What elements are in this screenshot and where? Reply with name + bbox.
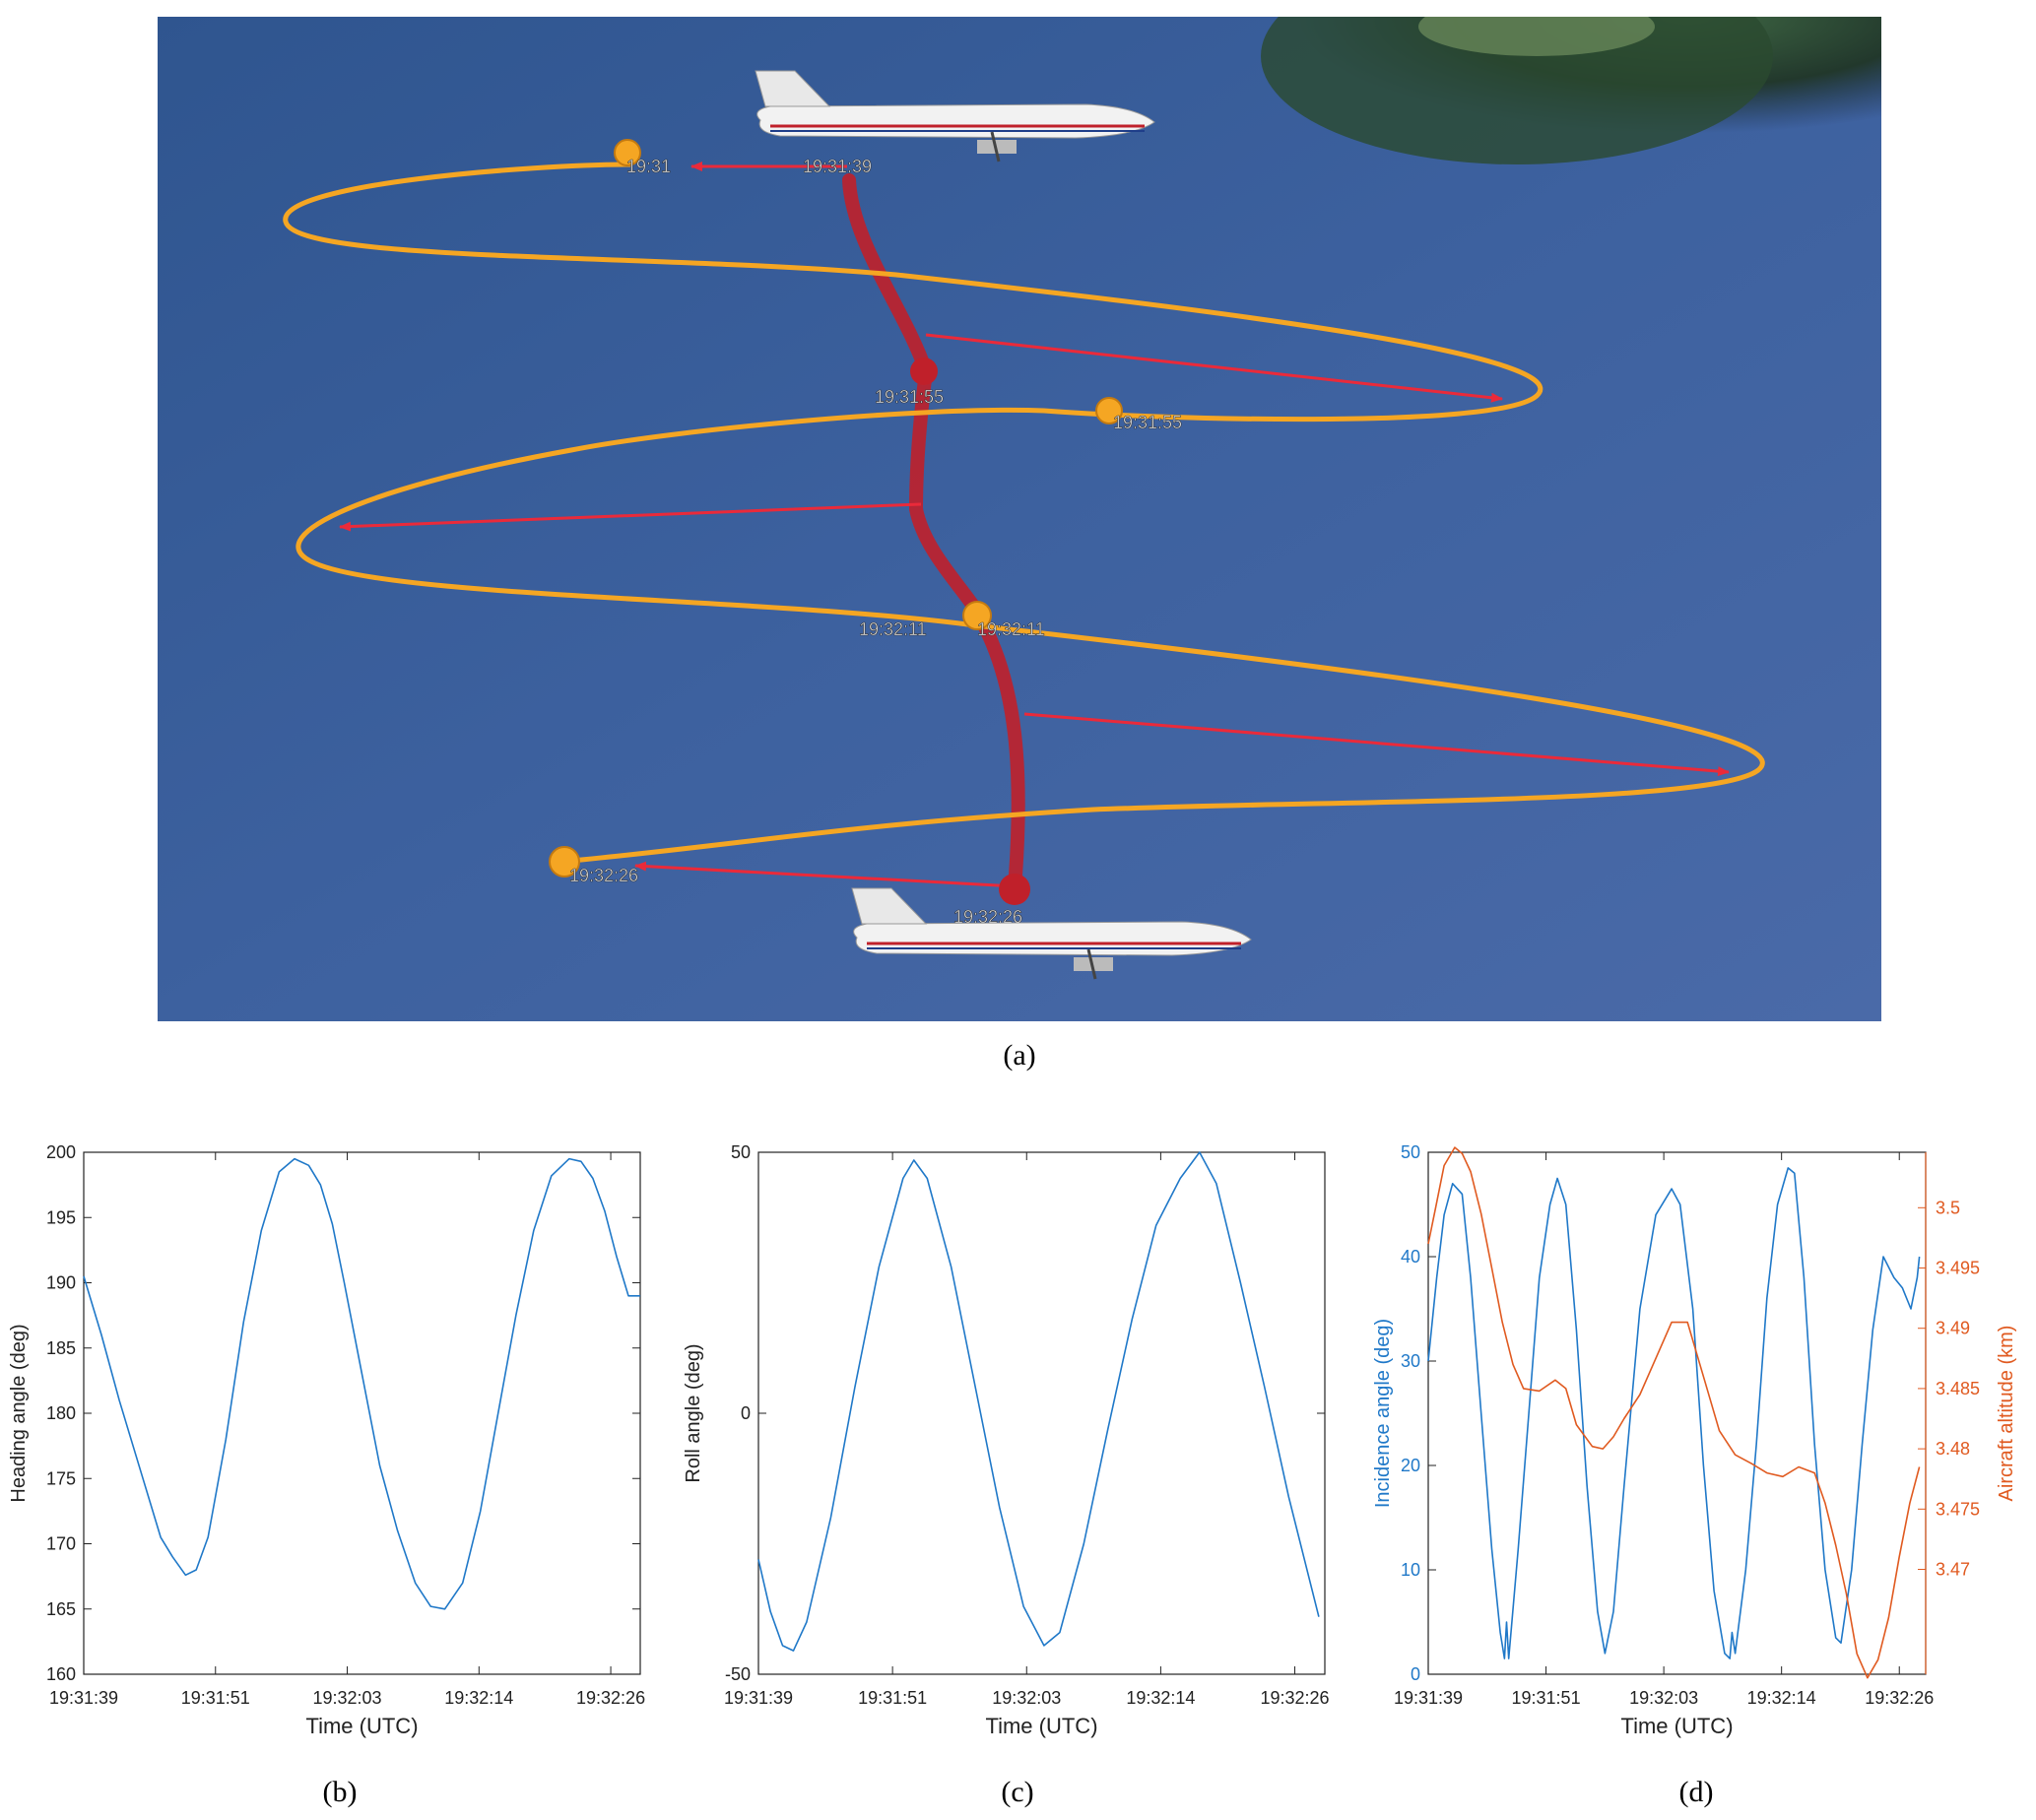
plot-area-frame	[757, 1151, 1326, 1675]
land-highlight	[1418, 17, 1655, 56]
y-tick-label: 165	[46, 1599, 76, 1619]
roll-angle-chart-svg: 19:31:39 19:31:51 19:32:03 19:32:14 19:32:26…	[683, 1142, 1330, 1738]
map-svg: 19:31 19:31:39 19:31:55 19:31:55 19:32:1…	[158, 17, 1881, 1021]
x-tick-label: 19:31:39	[1394, 1688, 1463, 1708]
track-marker-2	[1095, 397, 1123, 424]
x-axis-label: Time (UTC)	[985, 1714, 1097, 1738]
x-tick-label: 19:32:26	[1260, 1688, 1329, 1708]
series-line-incidence-angle	[1427, 1167, 1921, 1659]
heading-angle-chart: 19:31:39 19:31:51 19:32:03 19:32:14 19:32:26…	[0, 1133, 670, 1773]
nadir-marker-2	[999, 874, 1030, 905]
y-tick-label: 190	[46, 1273, 76, 1293]
caption-b: (b)	[322, 1776, 358, 1808]
arrow-3	[339, 502, 922, 532]
time-label: 19:31:55	[875, 387, 944, 407]
flight-track	[283, 162, 1765, 865]
y-tick-label: -50	[725, 1664, 751, 1684]
incidence-altitude-chart-svg: 19:31:39 19:31:51 19:32:03 19:32:14 19:32:26…	[1372, 1142, 2017, 1738]
x-tick-label: 19:32:26	[576, 1688, 645, 1708]
aircraft-icon	[755, 70, 1155, 162]
y-axis-label: Heading angle (deg)	[8, 1324, 30, 1502]
x-tick-label: 19:31:51	[1512, 1688, 1581, 1708]
y-tick-label: 185	[46, 1338, 76, 1358]
y-axis-label: Roll angle (deg)	[683, 1343, 704, 1482]
track-marker-3	[962, 601, 992, 630]
x-axis-label: Time (UTC)	[305, 1714, 418, 1738]
x-tick-label: 19:32:03	[1629, 1688, 1698, 1708]
y-tick-label: 50	[731, 1142, 751, 1162]
y2-tick-label: 3.48	[1936, 1439, 1970, 1459]
nadir-marker-1	[910, 358, 938, 385]
arrow-5	[634, 861, 1016, 888]
time-label: 19:32:26	[953, 907, 1022, 927]
y2-tick-label: 3.495	[1936, 1259, 1980, 1278]
time-label: 19:32:26	[569, 866, 638, 885]
arrow-4	[1023, 712, 1730, 777]
heading-angle-chart-svg: 19:31:39 19:31:51 19:32:03 19:32:14 19:32:26…	[8, 1142, 645, 1738]
caption-d: (d)	[1678, 1776, 1714, 1808]
caption-a: (a)	[1003, 1039, 1036, 1072]
y2-tick-label: 3.485	[1936, 1379, 1980, 1398]
y-tick-label: 50	[1401, 1142, 1420, 1162]
y-tick-label: 10	[1401, 1560, 1420, 1580]
x-tick-label: 19:31:51	[181, 1688, 250, 1708]
caption-c: (c)	[1001, 1776, 1034, 1808]
y-axis-label: Incidence angle (deg)	[1372, 1319, 1394, 1508]
series-line-0	[83, 1157, 640, 1610]
time-label: 19:31:39	[803, 157, 872, 176]
x-tick-label: 19:31:51	[858, 1688, 927, 1708]
incidence-altitude-chart: 19:31:39 19:31:51 19:32:03 19:32:14 19:32:26…	[1359, 1133, 2036, 1773]
x-tick-label: 19:32:14	[1126, 1688, 1195, 1708]
y2-tick-label: 3.475	[1936, 1499, 1980, 1519]
time-label: 19:32:11	[977, 619, 1045, 639]
y-tick-label: 0	[741, 1403, 751, 1423]
x-axis-label: Time (UTC)	[1620, 1714, 1733, 1738]
x-tick-label: 19:31:39	[49, 1688, 118, 1708]
x-tick-label: 19:31:39	[724, 1688, 793, 1708]
x-tick-label: 19:32:26	[1865, 1688, 1934, 1708]
series-line-aircraft-altitude	[1427, 1146, 1921, 1679]
flight-track-map: 19:31 19:31:39 19:31:55 19:31:55 19:32:1…	[158, 17, 1881, 1021]
y-tick-label: 30	[1401, 1351, 1420, 1371]
series-line-0	[757, 1151, 1320, 1652]
y-tick-label: 195	[46, 1207, 76, 1227]
track-marker-4	[549, 846, 580, 878]
y2-tick-label: 3.5	[1936, 1198, 1960, 1217]
y-tick-label: 20	[1401, 1456, 1420, 1475]
plot-area-frame	[83, 1151, 641, 1675]
arrow-2	[925, 333, 1503, 403]
x-tick-label: 19:32:03	[312, 1688, 381, 1708]
land-patch	[1261, 17, 1773, 164]
y-tick-label: 175	[46, 1468, 76, 1488]
time-label: 19:31	[626, 157, 671, 176]
x-tick-label: 19:32:03	[992, 1688, 1061, 1708]
y-tick-label: 170	[46, 1534, 76, 1554]
roll-angle-chart: 19:31:39 19:31:51 19:32:03 19:32:14 19:32:26…	[680, 1133, 1349, 1773]
y2-axis-label: Aircraft altitude (km)	[1996, 1326, 2017, 1502]
plot-area-frame	[1427, 1151, 1927, 1675]
x-tick-label: 19:32:14	[1747, 1688, 1816, 1708]
nadir-track	[842, 173, 1025, 895]
y-tick-label: 40	[1401, 1247, 1420, 1267]
track-marker-1	[614, 139, 641, 166]
y2-tick-label: 3.49	[1936, 1319, 1970, 1338]
time-label: 19:31:55	[1113, 413, 1182, 432]
y-tick-label: 160	[46, 1664, 76, 1684]
y-tick-label: 0	[1411, 1664, 1420, 1684]
y2-tick-label: 3.47	[1936, 1560, 1970, 1580]
x-tick-label: 19:32:14	[444, 1688, 513, 1708]
y-tick-label: 180	[46, 1403, 76, 1423]
y-tick-label: 200	[46, 1142, 76, 1162]
aircraft-icon	[851, 887, 1252, 980]
time-label: 19:32:11	[859, 619, 927, 639]
